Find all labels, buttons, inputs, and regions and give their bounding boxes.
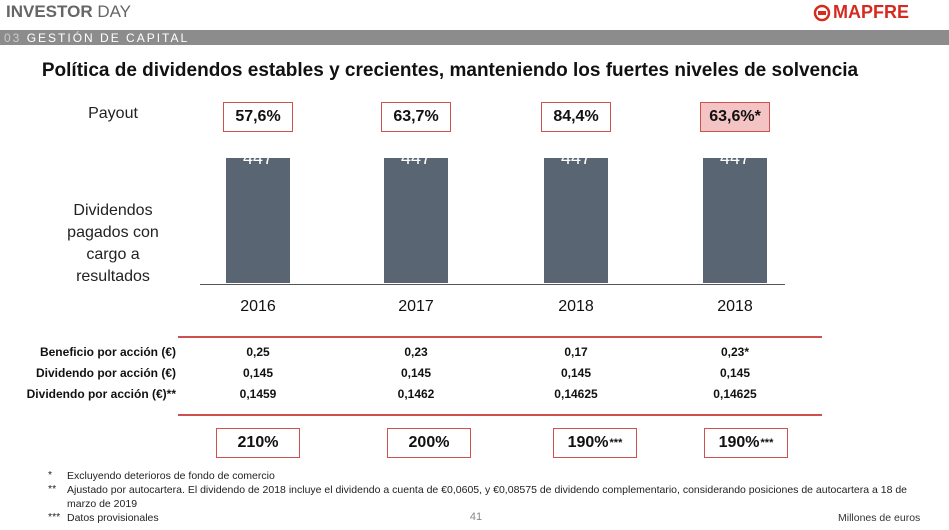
row-label: Dividendos pagados con cargo a resultado…	[67, 202, 159, 285]
baseline	[200, 284, 785, 285]
brand-bold: INVESTOR	[6, 2, 93, 21]
ratio: 190%	[718, 434, 760, 451]
bar-value-label: 447	[719, 147, 751, 168]
payout-box: 63,6%*	[700, 102, 770, 132]
ratio-note: ***	[760, 437, 774, 449]
section-number: 03	[4, 31, 22, 45]
units: Millones de euros	[838, 512, 921, 524]
x-tick-label: 2016	[240, 298, 276, 315]
section-title: GESTIÓN DE CAPITAL	[26, 31, 190, 45]
cell: 0,145	[719, 366, 751, 380]
bar	[226, 158, 290, 283]
bar	[703, 158, 767, 283]
cell: 0,14625	[554, 387, 598, 401]
payout-box: 63,7%	[381, 102, 451, 132]
ratio-box: 190% ***	[553, 428, 637, 458]
ratio-box: 200%	[387, 428, 471, 458]
logo-icon	[813, 4, 831, 22]
bar	[544, 158, 608, 283]
cell: 0,145	[242, 366, 274, 380]
brand-rest: DAY	[97, 2, 132, 21]
ratio: 190%	[567, 434, 609, 451]
row-label: Dividendo por acción (€)**	[26, 387, 176, 401]
footnote: Datos provisionales	[67, 512, 159, 524]
payout-box: 57,6%	[223, 102, 293, 132]
divider	[178, 336, 822, 338]
title: Política de dividendos estables y crecie…	[41, 60, 859, 81]
footnote: Ajustado por autocartera. El dividendo d…	[67, 484, 907, 510]
row-label: Beneficio por acción (€)	[39, 345, 176, 359]
footnote-mark: *	[48, 469, 53, 481]
x-tick-label: 2018	[717, 298, 753, 315]
row-label: Dividendo por acción (€)	[35, 366, 176, 380]
page-number: 41	[469, 511, 483, 523]
bar-value-label: 447	[560, 147, 592, 168]
ratio-box: 190% ***	[704, 428, 788, 458]
bar-value-label: 447	[400, 147, 432, 168]
ratio-note: ***	[609, 437, 623, 449]
cell: 0,17	[564, 345, 588, 359]
ratio: 200%	[408, 434, 450, 451]
x-tick-label: 2017	[398, 298, 434, 315]
brand: INVESTOR DAY	[6, 2, 131, 22]
logo: MAPFRE	[833, 2, 909, 22]
x-tick-label: 2018	[558, 298, 594, 315]
bar-value-label: 447	[242, 147, 274, 168]
payout-box: 84,4%	[541, 102, 611, 132]
divider	[178, 414, 822, 416]
section: 03 GESTIÓN DE CAPITAL	[4, 31, 189, 45]
cell: 0,145	[560, 366, 592, 380]
cell: 0,14625	[713, 387, 757, 401]
cell: 0,145	[400, 366, 432, 380]
footnote: Excluyendo deterioros de fondo de comerc…	[67, 470, 275, 482]
cell: 0,1459	[239, 387, 277, 401]
cell: 0,1462	[397, 387, 435, 401]
bar	[384, 158, 448, 283]
cell: 0,23	[404, 345, 428, 359]
footnote-mark: ***	[48, 511, 61, 523]
payout-label: Payout	[88, 105, 138, 122]
ratio: 210%	[237, 434, 279, 451]
cell: 0,25	[246, 345, 270, 359]
section-bar	[0, 30, 949, 45]
cell: 0,23*	[720, 345, 750, 359]
ratio-box: 210%	[216, 428, 300, 458]
footnote-mark: **	[48, 483, 57, 495]
